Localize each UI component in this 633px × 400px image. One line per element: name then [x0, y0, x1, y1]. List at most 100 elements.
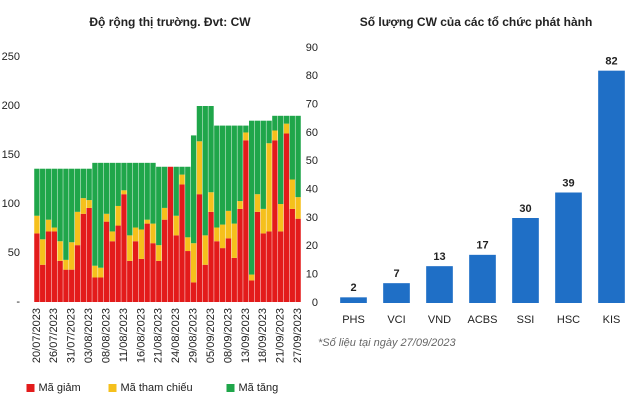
bar-segment: [266, 143, 272, 232]
y-tick-label: 30: [306, 212, 318, 224]
bar-segment: [40, 168, 46, 240]
bar-segment: [63, 269, 69, 302]
x-tick-label: SSI: [517, 314, 535, 326]
bar-segment: [272, 115, 278, 131]
bar-segment: [150, 223, 156, 244]
bar-segment: [260, 233, 266, 302]
value-label: 39: [562, 177, 574, 189]
bar-segment: [196, 194, 203, 302]
bar-segment: [74, 168, 81, 212]
bar-segment: [92, 162, 98, 266]
bar-segment: [103, 162, 110, 214]
x-tick-label: ACBS: [468, 314, 498, 326]
bar-segment: [196, 141, 203, 195]
bar-segment: [237, 201, 243, 209]
bar-segment: [80, 168, 87, 199]
bar-segment: [266, 231, 272, 302]
bar-segment: [283, 123, 290, 134]
y-tick-label: 70: [306, 99, 318, 111]
bar-segment: [248, 274, 255, 281]
x-tick-label: 21/08/2023: [153, 308, 165, 363]
bar-segment: [225, 125, 232, 211]
bar-segment: [231, 223, 237, 258]
bar-segment: [69, 269, 75, 302]
bar-segment: [51, 231, 57, 302]
bar-segment: [132, 162, 139, 228]
bar-segment: [51, 168, 57, 228]
x-tick-label: 08/09/2023: [222, 308, 234, 363]
bar-segment: [289, 208, 295, 302]
y-tick-label: -: [16, 296, 20, 308]
bar-segment: [51, 227, 57, 232]
y-tick-label: 20: [306, 240, 318, 252]
y-tick-label: 200: [2, 100, 20, 112]
bar-segment: [98, 162, 104, 268]
x-tick-label: 18/09/2023: [257, 308, 269, 363]
bar-segment: [45, 219, 52, 232]
x-tick-label: 13/09/2023: [240, 308, 252, 363]
y-tick-label: 50: [306, 155, 318, 167]
x-tick-label: 21/09/2023: [275, 308, 287, 363]
y-tick-label: 250: [2, 51, 20, 63]
bar-segment: [179, 166, 185, 175]
bar-segment: [57, 168, 63, 242]
bar-segment: [156, 260, 162, 302]
bar-segment: [86, 168, 92, 201]
bar-segment: [45, 168, 52, 220]
bar-segment: [260, 120, 266, 209]
bar-segment: [74, 245, 81, 302]
bar-segment: [103, 221, 110, 302]
x-tick-label: 03/08/2023: [83, 308, 95, 363]
chart-title: Số lượng CW của các tổ chức phát hành: [360, 15, 593, 29]
x-tick-label: 11/08/2023: [118, 308, 130, 362]
bar-segment: [283, 133, 290, 302]
bar-segment: [179, 174, 185, 185]
legend-swatch: [108, 384, 117, 392]
bar-segment: [208, 211, 214, 302]
bar-segment: [115, 205, 121, 226]
bar-segment: [69, 242, 75, 270]
x-tick-label: 24/08/2023: [170, 308, 182, 363]
x-tick-label: 31/07/2023: [66, 308, 78, 363]
bar-segment: [190, 135, 197, 244]
bar-segment: [144, 219, 150, 224]
bar-segment: [161, 166, 168, 208]
bar-segment: [214, 241, 220, 302]
bar-segment: [208, 192, 214, 212]
legend-label: Mã tăng: [239, 382, 279, 394]
bar: [555, 192, 582, 303]
bar-segment: [231, 125, 237, 224]
bar-segment: [243, 125, 249, 133]
x-tick-label: PHS: [342, 314, 365, 326]
x-tick-label: HSC: [557, 314, 580, 326]
value-label: 2: [350, 282, 356, 294]
bar-segment: [150, 243, 156, 302]
x-tick-label: 20/07/2023: [31, 308, 43, 363]
bar-segment: [225, 238, 232, 302]
bar-segment: [272, 140, 278, 302]
bar-segment: [214, 125, 220, 228]
legend-label: Mã giảm: [39, 382, 81, 394]
bar-segment: [144, 223, 150, 302]
x-tick-label: 26/07/2023: [48, 308, 60, 363]
bar-segment: [69, 168, 75, 243]
bar-segment: [86, 207, 92, 302]
y-tick-label: 40: [306, 184, 318, 196]
bar-segment: [248, 280, 255, 302]
bar-segment: [156, 245, 162, 261]
annotation: *Số liệu tại ngày 27/09/2023: [318, 337, 456, 349]
value-label: 17: [476, 240, 488, 252]
bar-segment: [219, 224, 226, 249]
bar-segment: [92, 277, 98, 302]
bar-segment: [254, 211, 261, 302]
bar-segment: [150, 162, 156, 224]
bar-segment: [127, 162, 133, 236]
bar-segment: [202, 106, 208, 236]
bar-segment: [248, 120, 255, 275]
bar-segment: [45, 231, 52, 302]
bar-segment: [243, 132, 249, 141]
bar-segment: [132, 227, 139, 242]
bar-segment: [92, 265, 98, 278]
bar-segment: [190, 282, 197, 302]
bar-segment: [86, 200, 92, 208]
